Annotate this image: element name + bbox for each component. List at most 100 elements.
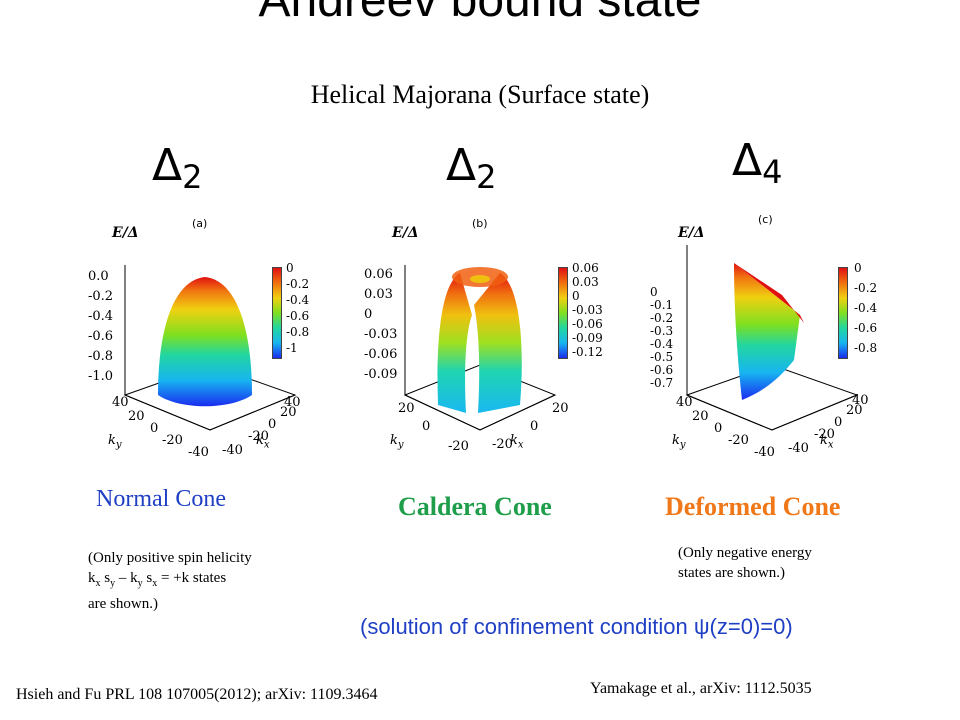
colorbar-tick: 0	[286, 261, 294, 275]
z-tick: -0.1	[650, 298, 674, 312]
z-tick: -0.06	[364, 347, 398, 362]
ky-tick: 40	[676, 395, 693, 410]
note-line: (Only positive spin helicity	[88, 550, 252, 566]
note-deformed-cone: (Only negative energy states are shown.)	[678, 543, 812, 583]
z-tick-list: 0.0 -0.2 -0.4 -0.6 -0.8 -1.0	[88, 269, 128, 389]
kx-tick: -40	[788, 441, 809, 456]
z-tick: -0.4	[650, 337, 674, 351]
ky-tick: 0	[422, 419, 431, 434]
ky-tick: 40	[112, 395, 129, 410]
z-tick: -0.09	[364, 367, 398, 382]
kx-tick: 40	[852, 393, 869, 408]
colorbar-tick: -0.8	[286, 325, 310, 339]
delta-header-b: Δ2	[446, 140, 496, 196]
plot-panel-b: (b) E/Δ 0.06 0.03 0 -0.03 -0.06 -0.09 0.…	[360, 205, 620, 475]
delta-symbol: Δ	[446, 140, 477, 191]
colorbar-tick: -0.6	[286, 309, 310, 323]
note-helicity-formula: kx sy – ky sx = +k states	[88, 570, 227, 589]
panel-label: (b)	[472, 217, 488, 230]
colorbar	[838, 267, 848, 359]
caption-deformed-cone: Deformed Cone	[665, 492, 841, 521]
surface-plot-caldera-cone	[403, 265, 557, 431]
note-line: states are shown.)	[678, 565, 786, 581]
colorbar-tick: -0.8	[854, 341, 878, 355]
z-tick: 0	[364, 307, 373, 322]
ky-tick: 20	[692, 409, 709, 424]
energy-axis-label: E/Δ	[678, 225, 705, 241]
ky-axis-label: ky	[108, 433, 122, 451]
ky-tick: 0	[714, 421, 723, 436]
colorbar-tick-list: 0 -0.2 -0.4 -0.6 -0.8 -1	[286, 261, 326, 357]
delta-header-c: Δ4	[732, 135, 782, 191]
delta-symbol: Δ	[732, 135, 763, 186]
kx-tick: 20	[552, 401, 569, 416]
z-tick: -0.8	[88, 349, 114, 364]
colorbar-tick: -0.6	[854, 321, 878, 335]
kx-tick: -40	[222, 443, 243, 458]
colorbar-tick: -0.2	[854, 281, 878, 295]
reference-yamakage: Yamakage et al., arXiv: 1112.5035	[590, 680, 812, 697]
kx-axis-label: kx	[256, 433, 270, 451]
panel-label: (a)	[192, 217, 208, 230]
z-tick: -0.7	[650, 376, 674, 390]
plot-panel-c: (c) E/Δ 0 -0.1 -0.2 -0.3 -0.4 -0.5 -0.6 …	[642, 205, 892, 475]
z-tick: -0.03	[364, 327, 398, 342]
energy-axis-label: E/Δ	[392, 225, 419, 241]
z-tick: 0	[650, 285, 658, 299]
ky-tick: -20	[728, 433, 749, 448]
colorbar-tick: 0.06	[572, 261, 599, 275]
z-tick-list: 0.06 0.03 0 -0.03 -0.06 -0.09	[364, 267, 408, 387]
ky-tick: 20	[128, 409, 145, 424]
caption-caldera-cone: Caldera Cone	[398, 492, 552, 521]
colorbar-tick: -0.2	[286, 277, 310, 291]
kx-tick: -20	[248, 429, 269, 444]
z-tick: -1.0	[88, 369, 114, 384]
colorbar	[558, 267, 568, 359]
kx-tick: 0	[268, 417, 277, 432]
delta-header-a: Δ2	[152, 140, 202, 196]
z-tick: -0.6	[88, 329, 114, 344]
reference-hsieh-fu: Hsieh and Fu PRL 108 107005(2012); arXiv…	[16, 686, 378, 703]
ky-axis-label: ky	[390, 433, 404, 451]
ky-tick: -20	[162, 433, 183, 448]
colorbar-tick: -1	[286, 341, 298, 355]
ky-tick: -40	[188, 445, 209, 460]
kx-tick: -20	[492, 437, 513, 452]
colorbar-tick: -0.12	[572, 345, 603, 359]
delta-subscript: 4	[762, 153, 783, 191]
delta-subscript: 2	[476, 158, 497, 196]
plot-panel-a: (a) E/Δ 0.0 -0.2 -0.4 -0.6 -0.8 -1.0 0 -…	[80, 205, 320, 475]
z-tick: -0.2	[88, 289, 114, 304]
ky-tick: 0	[150, 421, 159, 436]
panel-label: (c)	[758, 213, 773, 226]
confinement-condition: (solution of confinement condition ψ(z=0…	[360, 614, 793, 639]
surface-plot-deformed-cone	[685, 245, 859, 431]
z-tick: -0.5	[650, 350, 674, 364]
z-tick: -0.6	[650, 363, 674, 377]
kx-tick: 40	[284, 395, 301, 410]
colorbar-tick: -0.4	[286, 293, 310, 307]
z-tick: 0.03	[364, 287, 393, 302]
energy-axis-label: E/Δ	[112, 225, 139, 241]
kx-tick: 20	[280, 405, 297, 420]
kx-axis-label: kx	[820, 433, 834, 451]
caption-normal-cone: Normal Cone	[96, 486, 226, 512]
ky-tick: -20	[448, 439, 469, 454]
colorbar-tick-list: 0.06 0.03 0 -0.03 -0.06 -0.09 -0.12	[572, 261, 622, 359]
kx-tick: 0	[834, 415, 843, 430]
colorbar-tick: -0.4	[854, 301, 878, 315]
colorbar-tick: 0	[854, 261, 862, 275]
note-line: are shown.)	[88, 596, 158, 612]
delta-subscript: 2	[182, 158, 203, 196]
z-tick: 0.06	[364, 267, 393, 282]
colorbar-tick: -0.06	[572, 317, 603, 331]
z-tick: 0.0	[88, 269, 109, 284]
note-line: (Only negative energy	[678, 545, 812, 561]
colorbar-tick: -0.03	[572, 303, 603, 317]
kx-tick: 20	[846, 403, 863, 418]
colorbar-tick: 0.03	[572, 275, 599, 289]
delta-symbol: Δ	[152, 140, 183, 191]
slide-subtitle: Helical Majorana (Surface state)	[310, 80, 650, 109]
z-tick-list: 0 -0.1 -0.2 -0.3 -0.4 -0.5 -0.6 -0.7	[650, 285, 690, 390]
colorbar-tick: -0.09	[572, 331, 603, 345]
